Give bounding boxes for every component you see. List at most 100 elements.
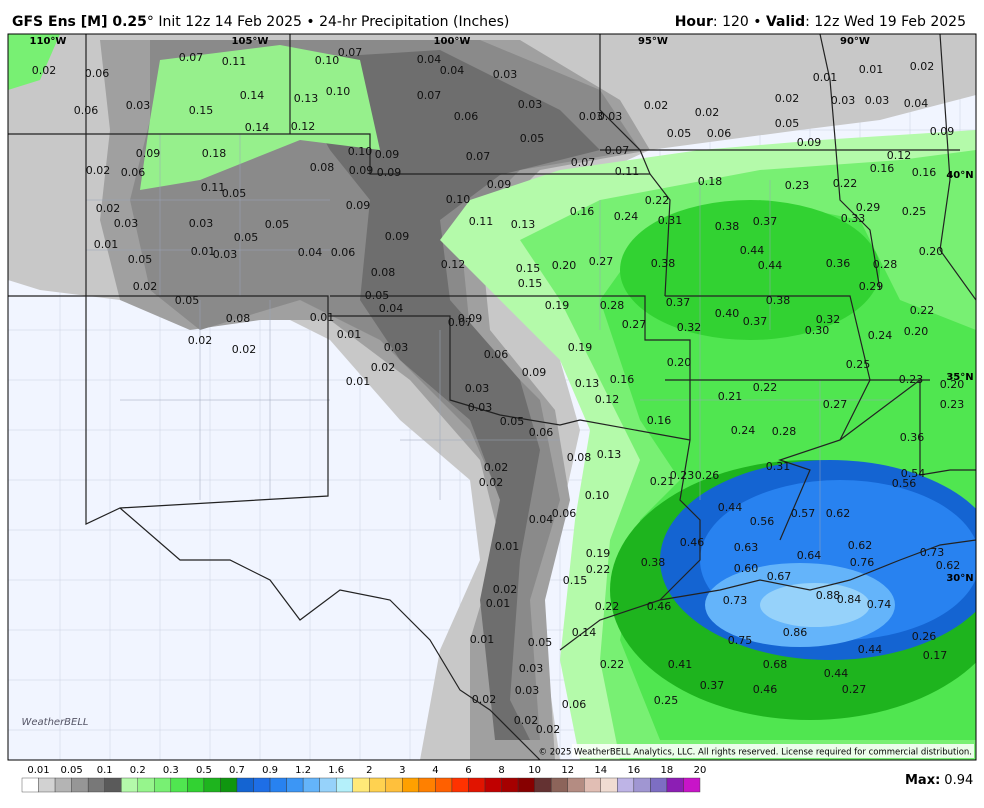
precip-value: 0.10 [585, 489, 610, 502]
precip-value: 0.10 [446, 193, 471, 206]
precip-value: 0.20 [940, 378, 965, 391]
precip-value: 0.05 [528, 636, 553, 649]
precip-value: 0.06 [331, 246, 356, 259]
colorbar-swatch [600, 777, 618, 793]
precip-value: 0.31 [766, 460, 791, 473]
precip-value: 0.06 [707, 127, 732, 140]
precip-value: 0.36 [900, 431, 925, 444]
precip-value: 0.26 [695, 469, 720, 482]
precip-value: 0.02 [536, 723, 561, 736]
logo: WeatherBELL [21, 717, 88, 728]
precip-value: 0.54 [901, 467, 926, 480]
precip-value: 0.38 [766, 294, 791, 307]
colorbar-label: 0.05 [60, 765, 82, 776]
precip-value: 0.07 [338, 46, 363, 59]
colorbar-label: 2 [366, 765, 372, 776]
precip-value: 0.02 [514, 714, 539, 727]
precip-value: 0.15 [516, 262, 541, 275]
precip-value: 0.08 [310, 161, 335, 174]
colorbar-swatch [352, 777, 370, 793]
precip-value: 0.14 [572, 626, 597, 639]
colorbar-label: 0.9 [262, 765, 278, 776]
precip-value: 0.03 [468, 401, 493, 414]
precip-value: 0.08 [226, 312, 251, 325]
precip-value: 0.09 [930, 125, 955, 138]
precip-value: 0.16 [870, 162, 895, 175]
precip-value: 0.09 [136, 147, 161, 160]
precip-value: 0.02 [232, 343, 257, 356]
precip-value: 0.02 [910, 60, 935, 73]
precip-value: 0.09 [385, 230, 410, 243]
precip-value: 0.03 [579, 110, 604, 123]
colorbar-swatch [550, 777, 568, 793]
precip-value: 0.44 [718, 501, 743, 514]
precip-value: 0.06 [484, 348, 509, 361]
precip-value: 0.03 [515, 684, 540, 697]
colorbar-swatch [369, 777, 387, 793]
precip-value: 0.24 [614, 210, 639, 223]
precip-value: 0.73 [920, 546, 945, 559]
precip-value: 0.02 [479, 476, 504, 489]
precip-value: 0.12 [441, 258, 466, 271]
colorbar-swatch [435, 777, 453, 793]
precip-value: 0.25 [846, 358, 871, 371]
precip-value: 0.13 [511, 218, 536, 231]
precip-value: 0.62 [826, 507, 851, 520]
precip-value: 0.60 [734, 562, 759, 575]
colorbar-swatch [335, 777, 353, 793]
precip-value: 0.22 [586, 563, 611, 576]
precip-value: 0.05 [667, 127, 692, 140]
precip-value: 0.62 [936, 559, 961, 572]
precip-value: 0.09 [458, 312, 483, 325]
precip-value: 0.02 [133, 280, 158, 293]
precip-value: 0.03 [831, 94, 856, 107]
precip-value: 0.12 [291, 120, 316, 133]
precip-value: 0.07 [417, 89, 442, 102]
colorbar-swatch [666, 777, 684, 793]
colorbar-swatch [534, 777, 552, 793]
colorbar-swatch [203, 777, 221, 793]
precip-value: 0.28 [772, 425, 797, 438]
precip-value: 0.20 [919, 245, 944, 258]
colorbar-swatch [269, 777, 287, 793]
header-title: GFS Ens [M] 0.25° Init 12z 14 Feb 2025 •… [12, 14, 509, 30]
precip-value: 0.11 [615, 165, 640, 178]
colorbar-swatch [87, 777, 105, 793]
precip-value: 0.07 [466, 150, 491, 163]
precip-value: 0.22 [833, 177, 858, 190]
precip-value: 0.63 [734, 541, 759, 554]
precip-value: 0.09 [375, 148, 400, 161]
precip-value: 0.08 [371, 266, 396, 279]
precip-value: 0.23 [899, 373, 924, 386]
precip-value: 0.02 [32, 64, 57, 77]
precip-value: 0.03 [114, 217, 139, 230]
colorbar-swatch [385, 777, 403, 793]
precip-value: 0.01 [94, 238, 119, 251]
precip-value: 0.14 [245, 121, 270, 134]
precip-value: 0.24 [868, 329, 893, 342]
precip-labels: 0.02 0.060.07 0.11 0.100.070.040.04 0.030.03… [30, 36, 974, 736]
precip-value: 0.02 [484, 461, 509, 474]
precip-value: 0.37 [666, 296, 691, 309]
precip-value: 0.27 [589, 255, 614, 268]
colorbar-swatch [170, 777, 188, 793]
colorbar-swatch [484, 777, 502, 793]
colorbar-label: 14 [594, 765, 607, 776]
precip-value: 0.13 [597, 448, 622, 461]
precip-value: 0.04 [529, 513, 554, 526]
colorbar-label: 3 [399, 765, 405, 776]
model: GFS Ens [M] 0.25 [12, 14, 147, 30]
precip-value: 0.11 [201, 181, 226, 194]
precip-value: 0.13 [575, 377, 600, 390]
precip-value: 0.27 [823, 398, 848, 411]
longitude-label: 105°W [232, 36, 269, 47]
precip-value: 0.01 [310, 311, 335, 324]
precip-value: 0.11 [469, 215, 494, 228]
colorbar-label: 0.3 [163, 765, 179, 776]
precip-value: 0.07 [571, 156, 596, 169]
precip-value: 0.01 [486, 597, 511, 610]
precip-value: 0.44 [740, 244, 765, 257]
precip-value: 0.03 [213, 248, 238, 261]
precip-value: 0.68 [763, 658, 788, 671]
hour-label: Hour [675, 14, 713, 30]
